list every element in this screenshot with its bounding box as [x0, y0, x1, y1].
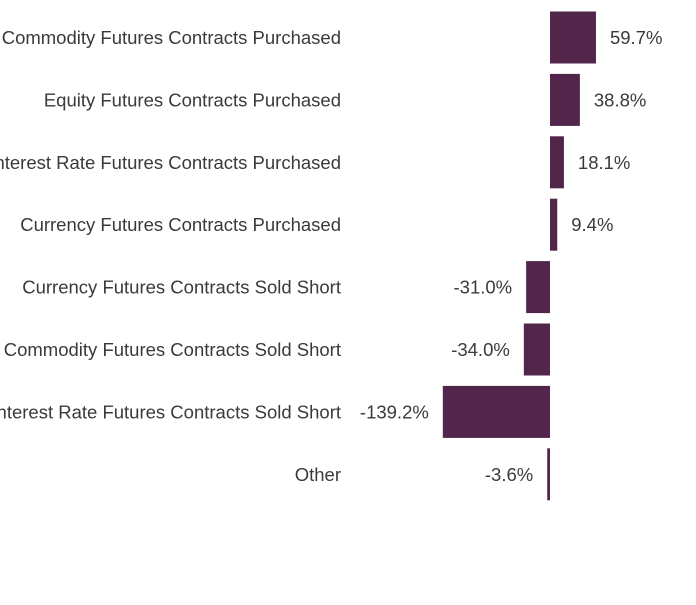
category-label: Other: [295, 464, 341, 485]
category-label: Commodity Futures Contracts Purchased: [2, 27, 341, 48]
value-label: -34.0%: [451, 339, 510, 360]
value-label: 38.8%: [594, 89, 646, 110]
category-label: Currency Futures Contracts Purchased: [20, 214, 341, 235]
bar: [550, 136, 564, 189]
bar: [550, 11, 596, 64]
category-label: Equity Futures Contracts Purchased: [44, 89, 341, 110]
bar: [523, 323, 550, 376]
category-label: Commodity Futures Contracts Sold Short: [4, 339, 341, 360]
category-label: Currency Futures Contracts Sold Short: [22, 277, 341, 298]
bar: [547, 448, 550, 501]
value-label: 9.4%: [571, 214, 613, 235]
category-label: Interest Rate Futures Contracts Purchase…: [0, 152, 341, 173]
value-label: -31.0%: [454, 277, 513, 298]
bar: [526, 261, 550, 314]
value-label: -3.6%: [485, 464, 533, 485]
bar: [550, 73, 580, 126]
bar: [550, 198, 558, 251]
value-label: 59.7%: [610, 27, 662, 48]
value-label: -139.2%: [360, 401, 429, 422]
category-label: Interest Rate Futures Contracts Sold Sho…: [0, 401, 341, 422]
category-labels: Commodity Futures Contracts Purchased Equ…: [0, 27, 341, 485]
bar: [442, 385, 550, 438]
value-label: 18.1%: [578, 152, 630, 173]
value-labels: 59.7% 38.8% 18.1% 9.4% -31.0% -34.0% -139.2% -3…: [360, 27, 663, 485]
bars: [442, 11, 596, 501]
